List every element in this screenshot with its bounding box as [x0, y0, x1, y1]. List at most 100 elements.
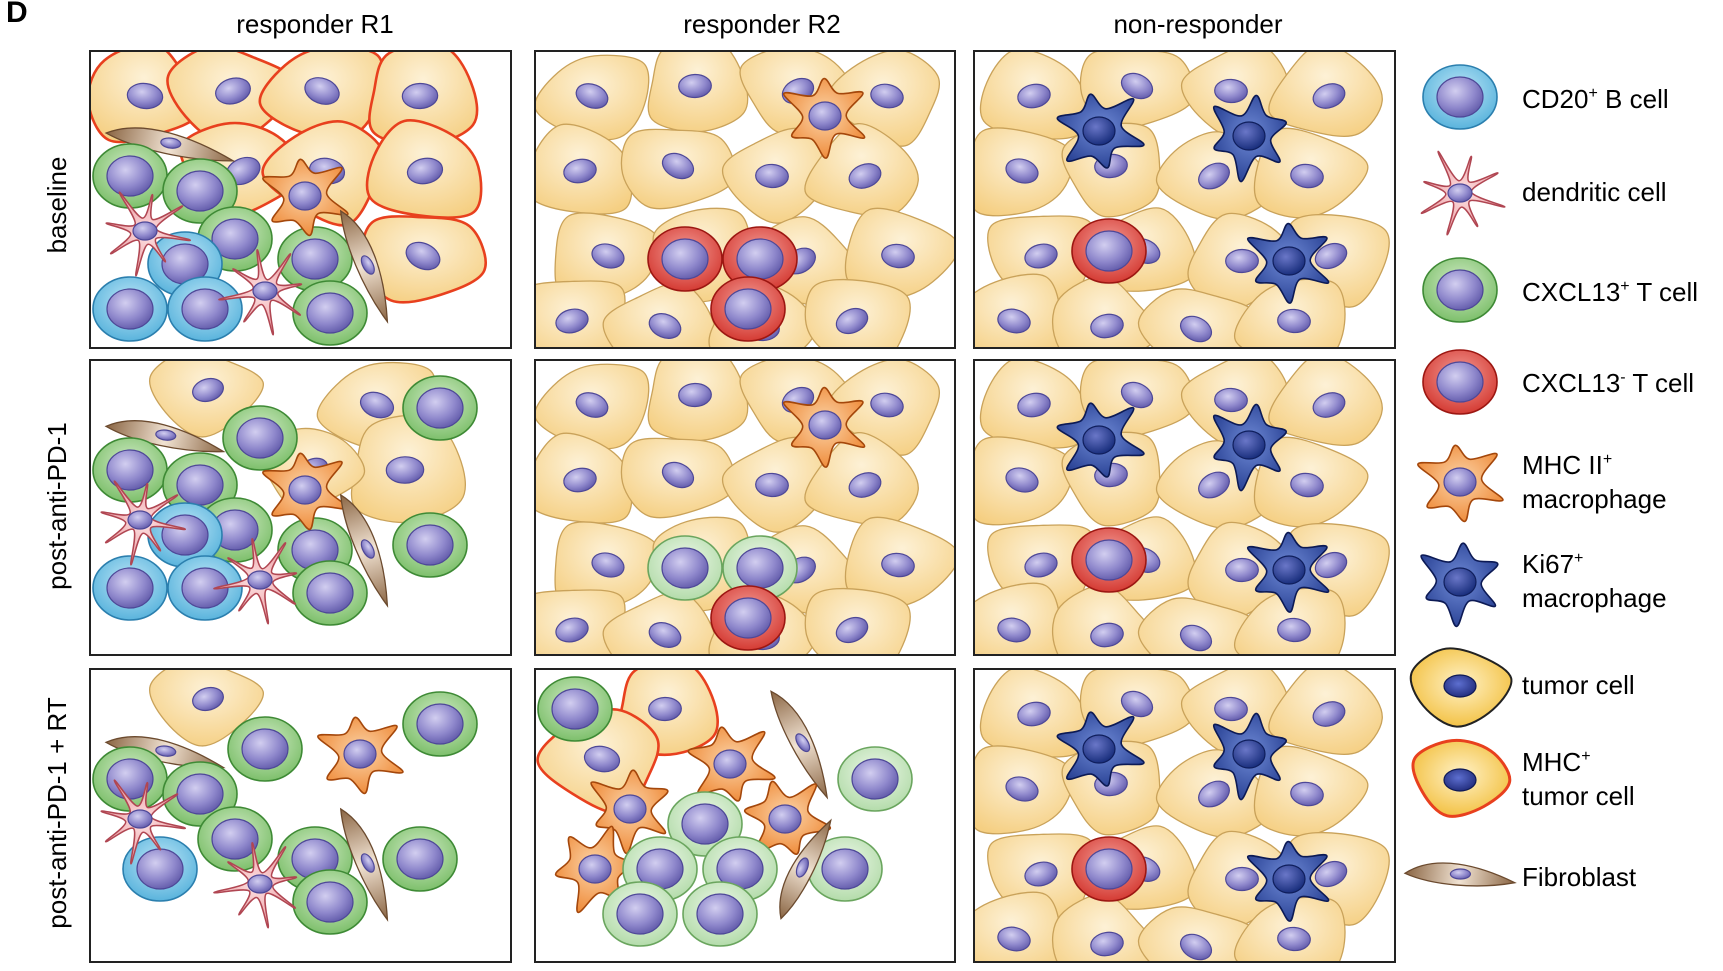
fibroblast — [1403, 862, 1517, 887]
nucleus — [1232, 121, 1266, 151]
nucleus — [155, 429, 177, 441]
nucleus — [1024, 552, 1058, 578]
nucleus — [1017, 392, 1051, 418]
mhc2-macrophage — [262, 158, 349, 237]
nucleus — [252, 281, 278, 301]
nucleus — [1443, 768, 1477, 792]
cxcl13-pos-t-cell — [222, 405, 298, 471]
nucleus — [247, 874, 273, 894]
cxcl13-pos-t-cell — [837, 746, 913, 812]
nucleus — [406, 157, 444, 185]
cxcl13-pos-t-cell — [292, 869, 368, 935]
fibroblast — [770, 690, 829, 800]
panel-content — [92, 360, 478, 626]
mhc2-macrophage — [783, 77, 866, 159]
nucleus — [835, 307, 869, 335]
fibroblast — [339, 493, 389, 608]
nucleus — [1443, 567, 1477, 597]
panel-r2-post-pd1-rt — [534, 668, 956, 963]
nucleus — [176, 773, 224, 815]
nucleus — [343, 739, 377, 769]
b-cell — [167, 555, 243, 621]
nucleus — [1214, 696, 1248, 722]
nucleus — [1436, 361, 1484, 403]
panel-content — [974, 669, 1390, 962]
cxcl13-pos-t-cell — [602, 881, 678, 947]
nucleus — [755, 472, 789, 498]
cxcl13-pos-t-cell — [807, 836, 883, 902]
nucleus — [1085, 848, 1133, 890]
nucleus — [661, 547, 709, 589]
row-title-baseline: baseline — [42, 157, 72, 254]
nucleus — [360, 853, 375, 873]
legend-tumor-label: tumor cell — [1522, 670, 1635, 700]
nucleus — [161, 514, 209, 556]
nucleus — [1443, 467, 1477, 497]
cxcl13-pos-t-cell — [1422, 257, 1498, 323]
cxcl13-neg-t-cell — [1071, 218, 1147, 284]
nucleus — [808, 101, 842, 131]
b-cell — [167, 276, 243, 342]
nucleus — [241, 728, 289, 770]
cxcl13-pos-t-cell — [392, 512, 468, 578]
panel-nr-post-pd1-rt — [973, 668, 1396, 963]
nucleus — [661, 152, 695, 180]
panel-border — [89, 50, 512, 349]
ki67-macrophage — [1212, 403, 1287, 492]
nucleus — [648, 313, 682, 339]
nucleus — [661, 238, 709, 280]
nucleus — [306, 881, 354, 923]
nucleus — [192, 686, 224, 712]
nucleus — [821, 848, 869, 890]
nucleus — [1272, 864, 1306, 894]
nucleus — [106, 449, 154, 491]
panel-content — [974, 360, 1390, 655]
legend-ki67-mac-label: Ki67+ macrophage — [1522, 549, 1667, 613]
dendritic-cell — [100, 779, 187, 865]
nucleus — [1225, 866, 1259, 892]
nucleus — [288, 181, 322, 211]
b-cell — [1422, 64, 1498, 130]
nucleus — [1447, 183, 1473, 203]
legend-mhc2-mac-label: MHC II+ macrophage — [1522, 450, 1667, 514]
nucleus — [678, 73, 712, 99]
cxcl13-pos-t-cell — [537, 676, 613, 742]
nucleus — [1005, 776, 1039, 802]
panel-nr-baseline — [973, 50, 1396, 349]
ki67-macrophage — [1056, 711, 1145, 787]
mhc2-macrophage — [783, 386, 866, 468]
nucleus — [306, 292, 354, 334]
nucleus — [583, 745, 621, 773]
nucleus — [1198, 780, 1230, 808]
nucleus — [795, 857, 809, 878]
nucleus — [406, 524, 454, 566]
nucleus — [591, 552, 625, 578]
nucleus — [306, 572, 354, 614]
nucleus — [1198, 471, 1230, 499]
cxcl13-pos-t-cell — [682, 881, 758, 947]
cxcl13-pos-t-cell — [292, 280, 368, 346]
nucleus — [1090, 931, 1124, 957]
nucleus — [1290, 781, 1324, 807]
row-title-post-anti-pd-1: post-anti-PD-1 — [42, 422, 72, 590]
nucleus — [808, 410, 842, 440]
nucleus — [106, 567, 154, 609]
nucleus — [648, 696, 682, 722]
nucleus — [1005, 158, 1039, 184]
dendritic-cell — [213, 842, 298, 929]
fibroblast — [779, 818, 832, 920]
dendritic-cell — [100, 480, 187, 566]
nucleus — [997, 308, 1031, 334]
panel-border — [534, 668, 956, 963]
nucleus — [291, 238, 339, 280]
mhc2-macrophage — [743, 780, 832, 855]
cxcl13-pos-t-cell — [647, 535, 723, 601]
legend-b-cell-label: CD20+ B cell — [1522, 84, 1669, 114]
nucleus — [1290, 472, 1324, 498]
nucleus — [1272, 246, 1306, 276]
nucleus — [555, 617, 589, 643]
nucleus — [724, 597, 772, 639]
nucleus — [106, 288, 154, 330]
nucleus — [416, 703, 464, 745]
